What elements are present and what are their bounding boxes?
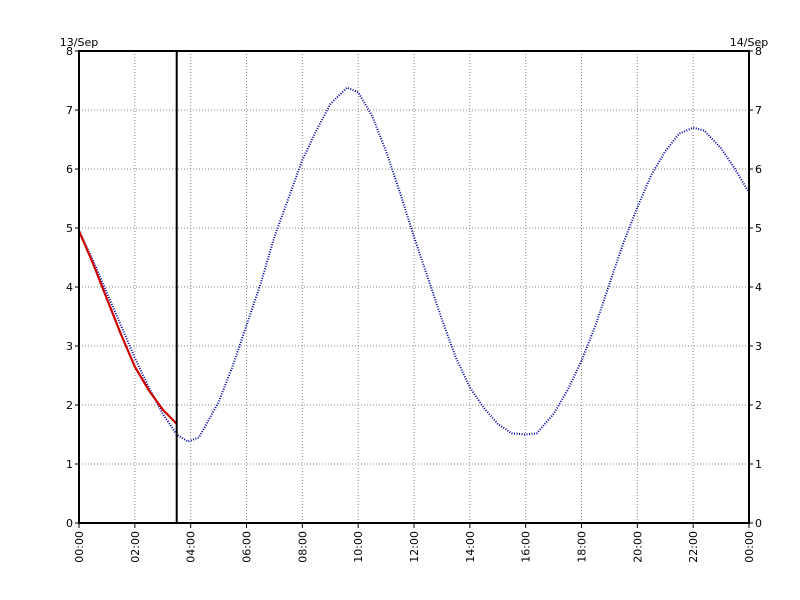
ticks-layer: 0 0 1 1 2 2 3 3 4 4 5 5 6 6 7 7 8 8 00:00 02:00 04:00 06:00 08… xyxy=(66,45,762,563)
x-tick-label: 08:00 xyxy=(296,531,309,563)
y-tick-label-left: 5 xyxy=(66,222,73,235)
x-tick-label: 18:00 xyxy=(576,531,589,563)
x-tick-label: 04:00 xyxy=(185,531,198,563)
y-tick-label-left: 8 xyxy=(66,45,73,58)
y-tick-label-left: 0 xyxy=(66,517,73,530)
x-tick-label: 10:00 xyxy=(352,531,365,563)
x-tick-label: 16:00 xyxy=(520,531,533,563)
y-tick-label-right: 4 xyxy=(755,281,762,294)
x-tick-label: 02:00 xyxy=(129,531,142,563)
series-layer xyxy=(77,86,750,443)
y-tick-label-left: 2 xyxy=(66,399,73,412)
x-tick-label: 00:00 xyxy=(73,531,86,563)
y-tick-label-left: 1 xyxy=(66,458,73,471)
y-tick-label-left: 6 xyxy=(66,163,73,176)
grid-lines xyxy=(79,51,749,523)
y-tick-label-left: 3 xyxy=(66,340,73,353)
y-tick-label-right: 5 xyxy=(755,222,762,235)
y-tick-label-right: 2 xyxy=(755,399,762,412)
y-tick-label-right: 0 xyxy=(755,517,762,530)
x-tick-label: 06:00 xyxy=(241,531,254,563)
end-date-label: 14/Sep xyxy=(730,36,768,49)
observed-series-line xyxy=(77,230,178,425)
y-tick-label-left: 4 xyxy=(66,281,73,294)
x-tick-label: 12:00 xyxy=(408,531,421,563)
x-tick-label: 14:00 xyxy=(464,531,477,563)
x-tick-label: 20:00 xyxy=(631,531,644,563)
x-tick-label: 00:00 xyxy=(743,531,756,563)
y-tick-label-left: 7 xyxy=(66,104,73,117)
start-date-label: 13/Sep xyxy=(60,36,98,49)
x-tick-label: 22:00 xyxy=(687,531,700,563)
y-tick-label-right: 3 xyxy=(755,340,762,353)
y-tick-label-right: 7 xyxy=(755,104,762,117)
y-tick-label-right: 6 xyxy=(755,163,762,176)
y-tick-label-right: 8 xyxy=(755,45,762,58)
y-tick-label-right: 1 xyxy=(755,458,762,471)
